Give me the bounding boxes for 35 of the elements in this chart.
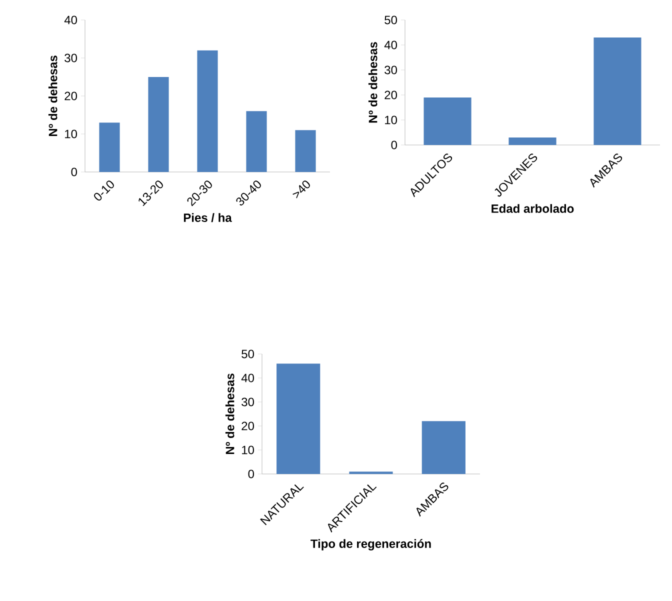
- y-tick-label: 40: [384, 40, 398, 50]
- y-tick-label: 40: [64, 16, 78, 24]
- bar: [276, 364, 320, 474]
- bar: [148, 76, 169, 172]
- y-tick-label: 30: [64, 54, 78, 62]
- y-tick-label: 50: [242, 350, 254, 358]
- x-tick-label: >40: [292, 180, 310, 198]
- y-tick-label: 30: [242, 398, 254, 406]
- y-axis-title: Nº de dehesas: [48, 56, 58, 136]
- y-tick-label: 10: [385, 116, 398, 124]
- y-tick-label: 20: [384, 90, 398, 100]
- y-tick-label: 50: [384, 16, 398, 24]
- y-tick-label: 30: [384, 66, 398, 74]
- y-tick-label: 20: [242, 422, 254, 430]
- x-axis-title: Pies / ha: [184, 213, 232, 222]
- x-axis-title: Tipo de regeneración: [310, 539, 431, 550]
- bar: [197, 50, 218, 172]
- bar: [422, 421, 466, 474]
- y-axis-title: Nº de dehesas: [225, 374, 234, 454]
- bar: [594, 37, 642, 145]
- y-tick-label: 20: [64, 92, 78, 100]
- x-tick-label: 0-10: [94, 180, 114, 201]
- y-tick-label: 10: [242, 446, 254, 454]
- y-tick-label: 10: [65, 130, 78, 138]
- bar: [295, 130, 316, 172]
- x-axis-title: Edad arbolado: [492, 204, 574, 213]
- y-tick-label: 0: [391, 140, 398, 150]
- bar: [99, 122, 120, 172]
- y-tick-label: 0: [248, 470, 254, 478]
- y-axis-title: Nº de dehesas: [368, 42, 378, 123]
- y-tick-label: 0: [71, 168, 78, 176]
- bar: [246, 111, 267, 172]
- y-tick-label: 40: [241, 374, 254, 382]
- bar: [424, 97, 472, 145]
- bar: [508, 137, 556, 145]
